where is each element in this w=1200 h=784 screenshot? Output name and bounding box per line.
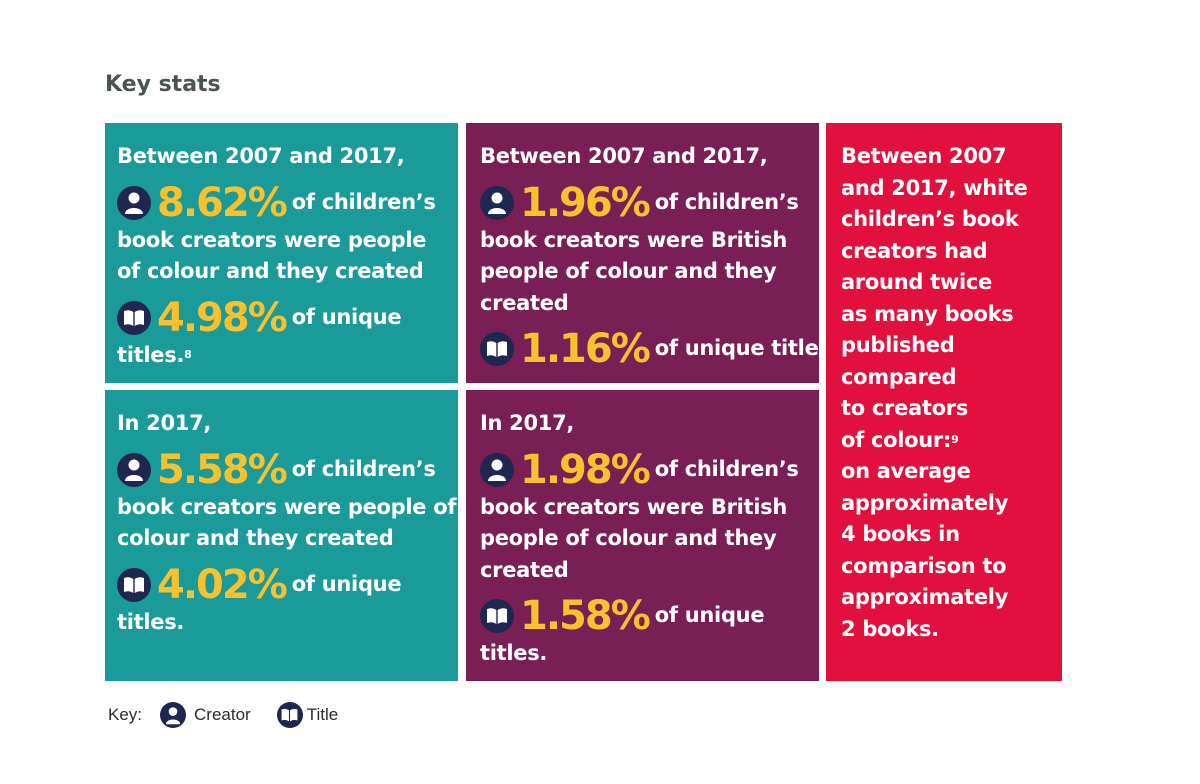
panel-line: book creators were [480,227,704,252]
emphasis-text: British [710,227,788,252]
panel-line: 4 books in [841,522,960,546]
open-book-icon [480,332,514,366]
emphasis-line: as many books [841,301,1014,326]
stat-text: of unique [291,571,402,596]
panel-line: Between 2007 [841,144,1007,168]
stat-text: of children’s [654,456,799,481]
stat-value: 1.16% [520,326,651,372]
page-title: Key stats [105,72,221,97]
person-icon [480,185,514,220]
emphasis-line: of colour: [841,427,952,452]
stat-text: of children’s [291,189,436,214]
stat-text: of children’s [291,456,436,481]
emphasis-line: published [841,333,955,357]
emphasis-text: British [710,494,788,519]
panel-line: of colour and they created [117,259,424,283]
emphasis-text: twice [930,270,992,294]
person-icon [480,452,514,487]
stat-text: of unique [291,304,402,329]
person-icon [160,702,187,728]
stat-panel-creators-2017: In 2017, 5.58% of children’s book creato… [105,390,458,681]
panel-line: people of colour and they [480,259,777,283]
icon-key: Key: Creator Title [108,702,338,728]
stat-value: 4.98% [157,294,288,341]
stat-value: 1.96% [520,179,651,226]
open-book-icon [276,702,303,728]
open-book-icon [480,599,514,633]
panel-line: book creators were people of [117,494,457,519]
emphasis-line: compared [841,364,957,389]
panel-line: created [480,290,569,315]
panel-line: titles. [480,641,548,665]
stat-value: 8.62% [157,179,288,226]
emphasis-line: to creators [841,396,969,420]
panel-line: colour and they created [117,526,394,550]
key-label: Key: [108,705,143,724]
panel-line: on average [841,459,971,483]
stat-value: 5.58% [157,446,288,493]
stat-panel-british-2007-2017: Between 2007 and 2017, 1.96% of children… [466,123,839,383]
panel-line: 2 books. [841,616,939,641]
panel-line: book creators were [480,494,704,519]
panel-line: approximately [841,490,1009,515]
panel-line: children’s book [841,207,1019,231]
open-book-icon [117,567,151,602]
panel-line: creators had [841,238,988,263]
panel-line: comparison to [841,553,1007,578]
stat-value: 1.98% [520,446,651,493]
panel-line: and 2017, white [841,175,1028,200]
person-icon [117,185,151,220]
stat-value: 1.58% [520,593,651,639]
stat-text: of unique [654,603,765,628]
panel-line: titles. [117,342,185,367]
panel-line: Between 2007 and 2017, [480,144,768,168]
panel-line: people of colour and they [480,526,777,550]
panel-line: In 2017, [480,411,575,435]
person-icon [117,452,151,487]
stat-panel-british-2017: In 2017, 1.98% of children’s book creato… [466,390,819,681]
stat-panel-creators-2007-2017: Between 2007 and 2017, 8.62% of children… [105,123,458,383]
stat-value: 4.02% [157,561,288,608]
panel-line: book creators were people [117,227,427,252]
key-creator-label: Creator [194,705,251,724]
stat-text: of unique titles. [654,336,839,361]
key-title-label: Title [306,705,339,724]
panel-line: titles. [117,609,185,634]
panel-line: In 2017, [117,411,212,435]
comparison-panel: Between 2007 and 2017, white children’s … [826,123,1062,681]
stat-text: of children’s [654,189,799,214]
open-book-icon [117,300,151,335]
panel-line: created [480,557,569,582]
panel-line: Between 2007 and 2017, [117,144,405,168]
panel-line: around [841,270,924,294]
panel-line: approximately [841,585,1009,609]
